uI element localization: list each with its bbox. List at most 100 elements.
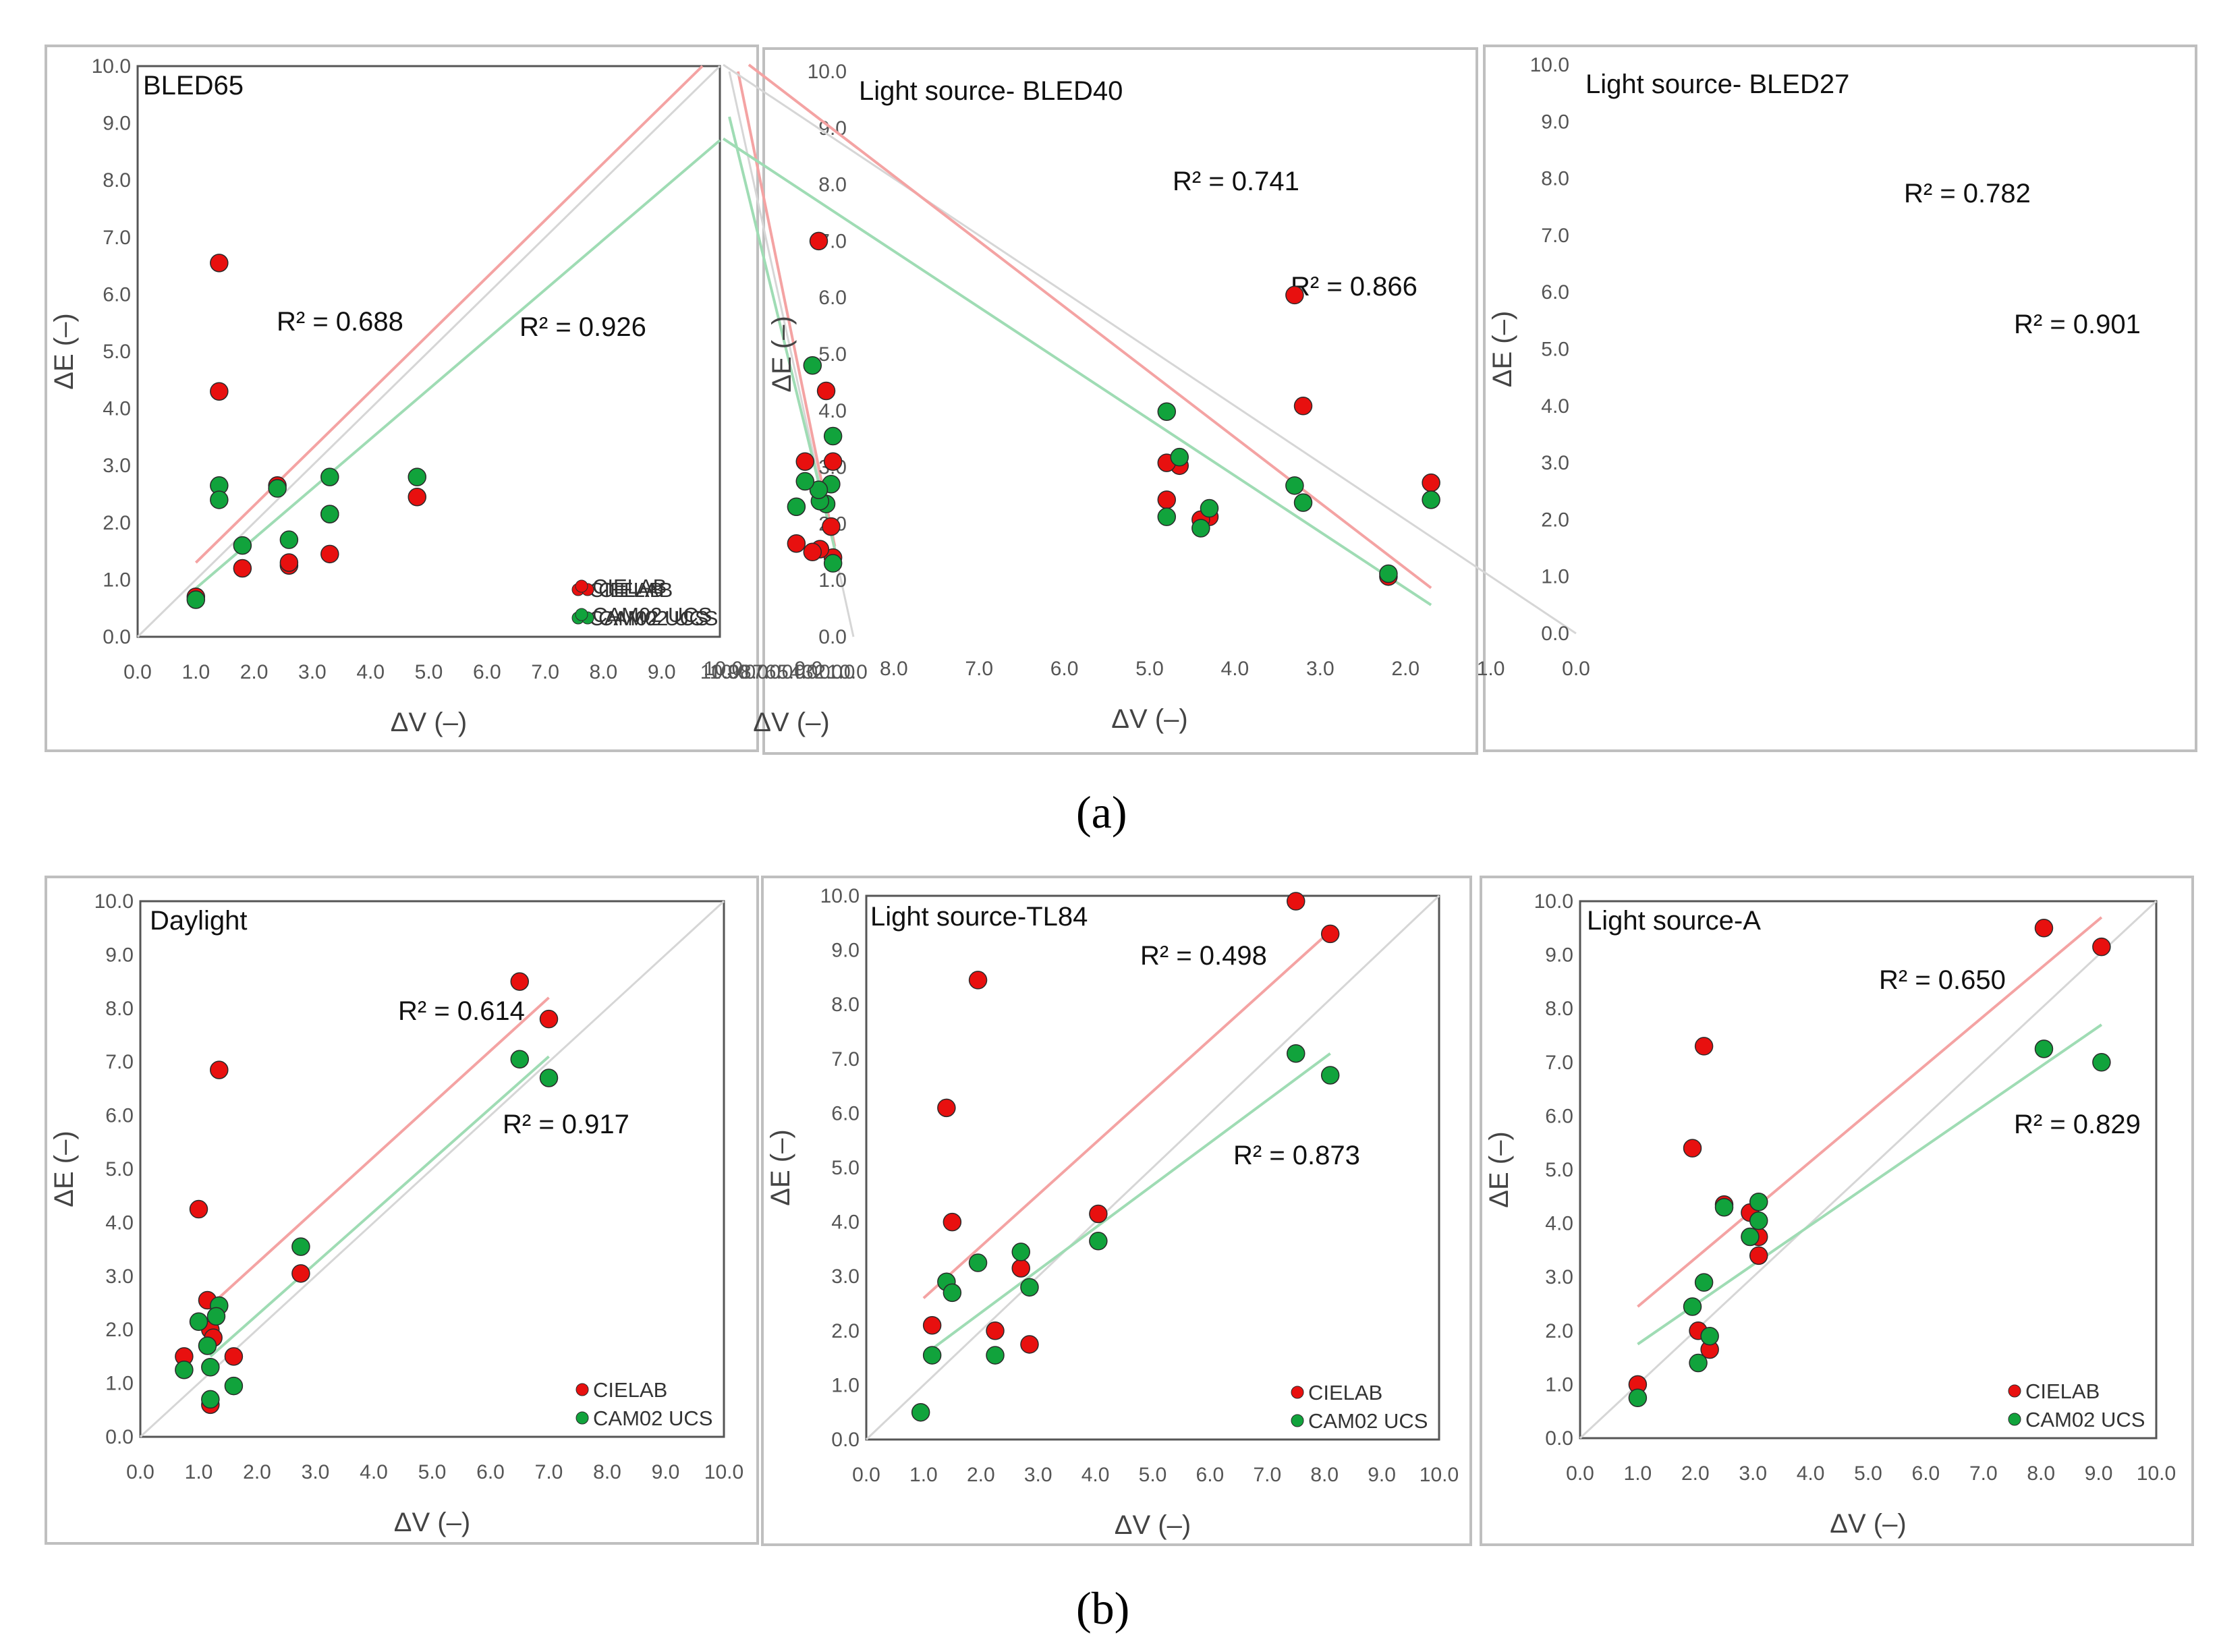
- data-point-cam02: [1749, 1211, 1768, 1230]
- y-tick-label: 5.0: [105, 1158, 134, 1180]
- y-tick-label: 1.0: [831, 1374, 860, 1396]
- data-point-cam02: [1714, 1197, 1734, 1217]
- y-tick-label: 0.0: [1541, 623, 1569, 645]
- y-tick-label: 3.0: [1545, 1266, 1573, 1288]
- fit-line-cam02: [922, 1052, 1331, 1357]
- x-tick-label: 3.0: [1306, 658, 1335, 680]
- y-tick-label: 6.0: [105, 1105, 134, 1127]
- y-tick-label: 0.0: [105, 1426, 134, 1448]
- legend-marker: [575, 579, 588, 593]
- fit-line-cam02: [728, 116, 837, 550]
- x-tick-label: 2.0: [240, 661, 269, 683]
- x-tick-label: 4.0: [356, 661, 385, 683]
- x-tick-label: 4.0: [1221, 658, 1249, 680]
- legend-label: CIELAB: [592, 575, 667, 598]
- fit-line-cielab: [922, 930, 1332, 1299]
- x-tick-label: 6.0: [1912, 1462, 1940, 1485]
- data-point-cielab: [291, 1264, 310, 1283]
- y-tick-label: 3.0: [105, 1265, 134, 1288]
- plot-area: [139, 900, 725, 1438]
- chart-title: Light source-A: [1587, 906, 1761, 936]
- y-tick-label: 8.0: [1545, 998, 1573, 1020]
- data-point-cam02: [224, 1376, 244, 1396]
- y-tick-label: 4.0: [818, 400, 847, 422]
- legend-marker: [2008, 1384, 2021, 1398]
- y-tick-label: 9.0: [831, 940, 860, 962]
- x-tick-label: 7.0: [1969, 1462, 1998, 1485]
- chart-panel-1: 0.0 1.0 2.0 3.0 4.0 5.0 6.0 7.0 8.0 9.0 10.00.01.0…: [45, 45, 759, 752]
- data-point-cam02: [795, 472, 814, 491]
- y-axis-label: ΔE (–): [766, 1129, 795, 1205]
- data-point-cam02: [206, 1307, 226, 1326]
- legend-marker: [2008, 1413, 2021, 1426]
- y-tick-label: 0.0: [103, 626, 131, 648]
- data-point-cam02: [1287, 1044, 1305, 1063]
- x-tick-label: 0.0: [852, 1464, 880, 1486]
- y-tick-label: 4.0: [1545, 1213, 1573, 1235]
- data-point-cam02: [320, 467, 339, 486]
- data-point-cam02: [1320, 1066, 1340, 1085]
- x-tick-label: 6.0: [476, 1461, 505, 1483]
- x-tick-label: 1.0: [909, 1464, 938, 1486]
- legend-label: CIELAB: [1308, 1381, 1382, 1404]
- y-tick-label: 5.0: [818, 343, 847, 366]
- x-tick-label: 1.0: [181, 661, 210, 683]
- data-point-cielab: [1157, 490, 1177, 509]
- y-tick-label: 7.0: [103, 227, 131, 249]
- x-tick-label: 7.0: [965, 658, 993, 680]
- chart-panel-3: 0.01.02.03.04.05.06.07.08.09.010.00.01.0…: [575, 45, 2197, 752]
- y-tick-label: 9.0: [105, 944, 134, 966]
- x-tick-label: 8.0: [740, 661, 768, 683]
- y-tick-label: 6.0: [831, 1102, 860, 1124]
- y-tick-label: 10.0: [820, 885, 860, 907]
- r2-label-cam02: R² = 0.926: [519, 312, 646, 342]
- x-tick-label: 0.0: [839, 661, 868, 683]
- x-tick-label: 1.0: [827, 661, 855, 683]
- x-tick-label: 9.0: [648, 661, 676, 683]
- data-point-cam02: [1200, 499, 1219, 518]
- x-axis-label: ΔV (–): [1115, 1510, 1191, 1540]
- y-tick-label: 1.0: [818, 569, 847, 592]
- y-tick-label: 4.0: [103, 398, 131, 420]
- x-tick-label: 1.0: [1624, 1462, 1652, 1485]
- y-tick-label: 5.0: [1541, 339, 1569, 361]
- legend-label: CAM02 UCS: [2025, 1408, 2145, 1431]
- legend-label: CAM02 UCS: [589, 606, 708, 630]
- data-point-cam02: [1689, 1353, 1708, 1373]
- y-tick-label: 5.0: [1545, 1159, 1573, 1181]
- y-tick-label: 8.0: [103, 169, 131, 192]
- y-axis-label: ΔE (–): [49, 313, 79, 389]
- x-tick-label: 4.0: [1082, 1464, 1110, 1486]
- y-axis-label: ΔE (–): [1484, 1131, 1514, 1207]
- legend-marker: [575, 1411, 589, 1425]
- x-tick-label: 10.0: [2137, 1462, 2176, 1485]
- data-point-cam02: [510, 1050, 529, 1069]
- panel-frame: [1480, 876, 2194, 1546]
- x-tick-label: 2.0: [1681, 1462, 1710, 1485]
- data-point-cam02: [1191, 519, 1210, 538]
- chart-title: Light source- BLED40: [859, 76, 1123, 106]
- chart-panel-5: 0.0 1.0 2.0 3.0 4.0 5.0 6.0 7.0 8.0 9.0 10.0 0.0 1.0…: [761, 876, 1472, 1546]
- x-tick-label: 7.0: [531, 661, 559, 683]
- x-tick-label: 8.0: [880, 658, 908, 680]
- data-point-cielab: [922, 1315, 942, 1335]
- legend-label: CIELAB: [598, 578, 673, 602]
- data-point-cam02: [1011, 1243, 1030, 1261]
- data-point-cielab: [1320, 924, 1340, 944]
- y-tick-label: 8.0: [831, 994, 860, 1016]
- y-tick-label: 2.0: [105, 1319, 134, 1341]
- y-tick-label: 10.0: [1534, 890, 1573, 913]
- data-point-cam02: [823, 426, 843, 446]
- data-point-cam02: [1628, 1388, 1648, 1408]
- data-point-cam02: [787, 497, 806, 517]
- y-axis-label: ΔE (–): [1488, 311, 1517, 387]
- x-tick-label: 9.0: [1368, 1464, 1396, 1486]
- y-tick-label: 7.0: [831, 1048, 860, 1071]
- r2-label-cam02: R² = 0.917: [503, 1110, 629, 1139]
- y-axis-label: ΔE (–): [767, 316, 797, 392]
- x-tick-label: 3.0: [1024, 1464, 1052, 1486]
- identity-line: [865, 894, 1440, 1441]
- y-tick-label: 8.0: [1541, 168, 1569, 190]
- data-point-cielab: [1020, 1335, 1039, 1354]
- x-tick-label: 7.0: [752, 661, 781, 683]
